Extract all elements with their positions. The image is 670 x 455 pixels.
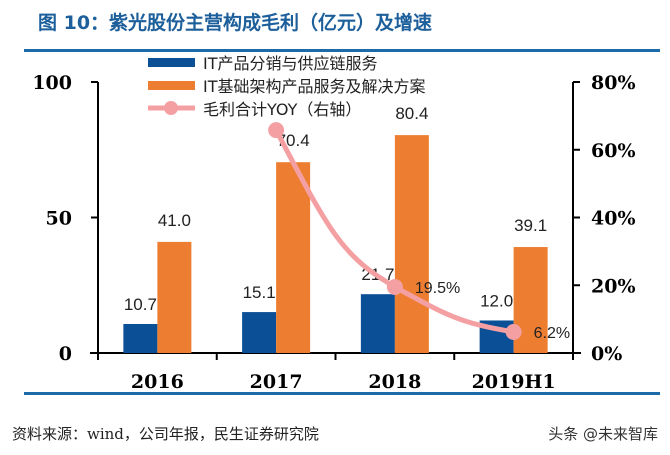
y-tick-label: 50 [46, 208, 72, 230]
data-label: 80.4 [395, 104, 428, 123]
data-label: 41.0 [158, 211, 191, 230]
watermark: 头条 @未来智库 [548, 425, 658, 443]
yoy-point [505, 323, 522, 340]
yoy-point [268, 122, 285, 139]
x-tick-label: 2016 [131, 371, 184, 393]
data-label: 12.0 [480, 291, 513, 310]
bar [123, 324, 158, 353]
bar [276, 162, 311, 353]
bar [157, 241, 192, 353]
x-tick-label: 2017 [250, 371, 303, 393]
y2-tick-label: 20% [591, 275, 636, 297]
bottom-rule [24, 392, 660, 395]
yoy-label: 6.2% [534, 325, 570, 342]
bar [360, 294, 395, 353]
y-tick-label: 100 [32, 72, 72, 94]
y-tick-label: 0 [59, 343, 72, 365]
bar [394, 135, 429, 353]
legend-label: IT基础架构产品服务及解决方案 [203, 77, 426, 96]
data-label: 39.1 [514, 216, 547, 235]
chart-title: 图 10：紫光股份主营构成毛利（亿元）及增速 [38, 12, 433, 34]
legend-swatch [148, 81, 195, 90]
bar [242, 312, 277, 353]
y2-tick-label: 60% [591, 140, 636, 162]
legend-label: IT产品分销与供应链服务 [203, 54, 378, 73]
y2-tick-label: 40% [591, 208, 636, 230]
y2-tick-label: 0% [591, 343, 622, 365]
x-tick-label: 2019H1 [472, 371, 556, 393]
data-label: 15.1 [243, 283, 276, 302]
data-label: 10.7 [124, 295, 157, 314]
yoy-label: 19.5% [415, 280, 460, 297]
legend-label: 毛利合计YOY（右轴） [203, 100, 361, 119]
top-rule [24, 49, 660, 52]
legend-marker [164, 101, 178, 115]
x-tick-label: 2018 [368, 371, 421, 393]
source-note: 资料来源：wind，公司年报，民生证券研究院 [12, 425, 319, 443]
legend-swatch [148, 58, 195, 67]
yoy-point [386, 278, 403, 295]
y2-tick-label: 80% [591, 72, 636, 94]
